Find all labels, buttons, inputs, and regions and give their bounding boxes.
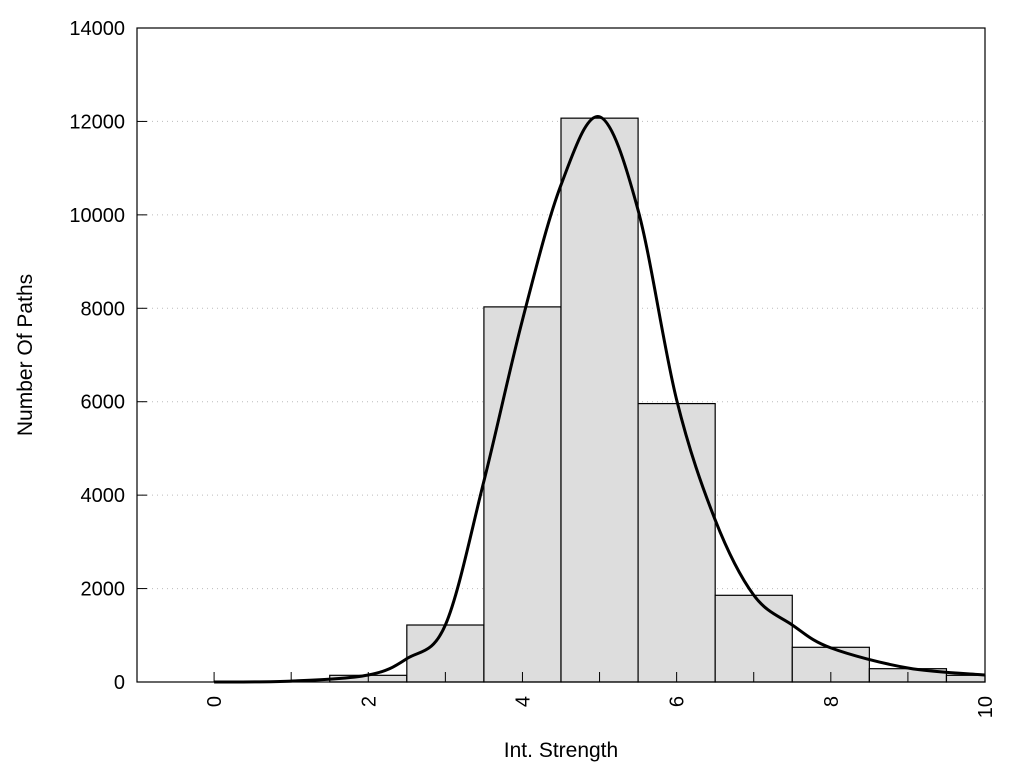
x-tick-label: 2	[358, 696, 380, 707]
bar	[637, 402, 716, 683]
bars	[329, 117, 986, 683]
y-tick-label: 0	[114, 672, 125, 694]
x-axis-label: Int. Strength	[504, 739, 618, 762]
plot-frame	[136, 27, 986, 683]
bar	[560, 117, 639, 683]
y-tick-label: 8000	[81, 298, 126, 320]
x-tick-label: 4	[512, 696, 534, 707]
x-tick-label: 8	[821, 696, 843, 707]
y-axis-label: Number Of Paths	[14, 274, 37, 436]
y-tick-label: 12000	[69, 111, 125, 133]
x-tick-label: 0	[204, 696, 226, 707]
y-tick-label: 14000	[69, 18, 125, 40]
y-tick-label: 2000	[81, 579, 126, 601]
x-tick-label: 10	[975, 696, 997, 718]
y-tick-label: 10000	[69, 205, 125, 227]
y-tick-label: 4000	[81, 485, 126, 507]
bar	[483, 306, 562, 683]
y-axis-ticks: 0 2000 4000 6000 8000 10000 12000 14000	[69, 18, 147, 694]
bar	[945, 674, 986, 683]
x-axis-ticks: 0 2 4 6 8 10	[204, 672, 997, 718]
fit-curve	[214, 115, 986, 684]
x-tick-label: 6	[667, 696, 689, 707]
bar	[714, 594, 793, 683]
y-tick-label: 6000	[81, 392, 126, 414]
